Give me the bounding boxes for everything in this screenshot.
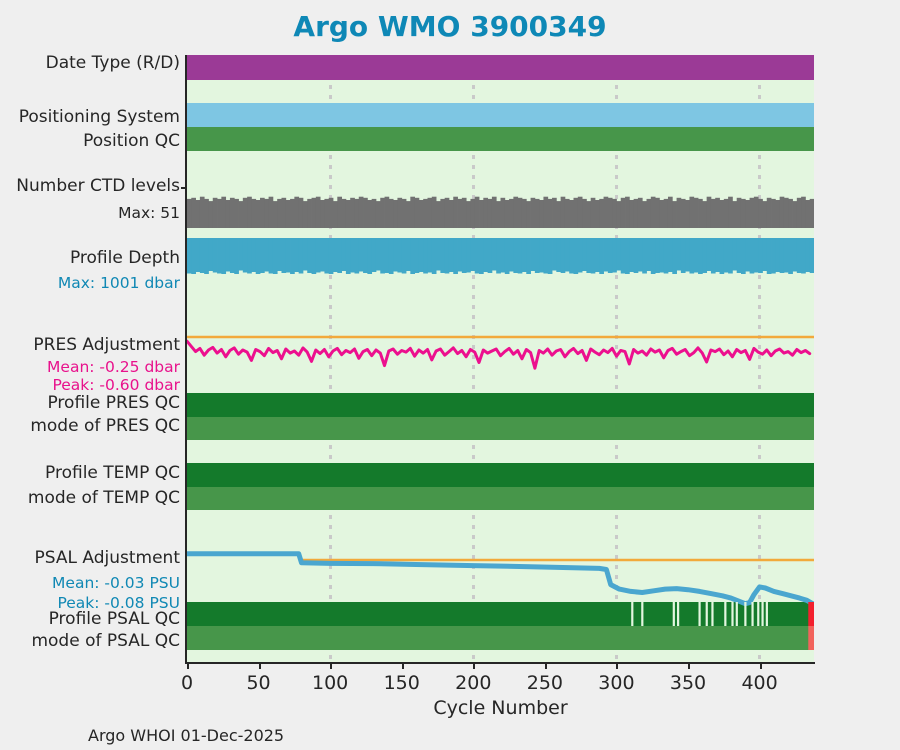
y-axis-spine [185, 55, 187, 664]
x-tick [401, 664, 404, 669]
bar-positioning-system [187, 103, 814, 127]
row-label-profile-depth: Profile Depth [69, 248, 180, 268]
x-tick-label: 50 [246, 672, 271, 694]
x-tick [258, 664, 261, 669]
row-sublabel-ctd-max: Max: 51 [118, 204, 180, 222]
x-tick-label: 100 [312, 672, 349, 694]
x-tick [544, 664, 547, 669]
x-tick-label: 150 [383, 672, 420, 694]
ctd-row-tick [181, 187, 186, 189]
chart-title: Argo WMO 3900349 [293, 10, 607, 43]
x-tick-label: 250 [526, 672, 563, 694]
row-label-position-qc: Position QC [83, 131, 180, 151]
bar-profile-pres-qc [187, 393, 814, 417]
x-tick-label: 200 [455, 672, 492, 694]
row-sublabel-psal-peak: Peak: -0.08 PSU [57, 594, 180, 612]
bar-position-qc [187, 127, 814, 151]
x-tick-label: 350 [669, 672, 707, 694]
bar-profile-psal-qc [187, 602, 814, 626]
row-label-profile-temp-qc: Profile TEMP QC [45, 463, 180, 483]
bar-date-type [187, 55, 814, 80]
x-tick [330, 664, 333, 669]
row-label-psal-adjustment: PSAL Adjustment [34, 548, 180, 568]
row-label-profile-pres-qc: Profile PRES QC [47, 393, 180, 413]
x-tick [187, 664, 189, 669]
x-tick [616, 664, 619, 669]
x-axis-line [185, 662, 815, 664]
bar-mode-psal-qc [187, 626, 814, 650]
row-sublabel-pres-mean: Mean: -0.25 dbar [47, 358, 180, 376]
x-tick [759, 664, 762, 669]
row-label-profile-psal-qc: Profile PSAL QC [48, 609, 180, 629]
x-axis-label: Cycle Number [433, 697, 568, 719]
row-label-pres-adjustment: PRES Adjustment [33, 335, 180, 355]
plot-area [187, 55, 814, 663]
bar-mode-temp-qc [187, 487, 814, 510]
row-label-mode-temp-qc: mode of TEMP QC [27, 488, 180, 508]
x-tick-label: 400 [741, 672, 778, 694]
x-tick [473, 664, 476, 669]
row-sublabel-pres-peak: Peak: -0.60 dbar [52, 376, 180, 394]
row-sublabel-depth-max: Max: 1001 dbar [57, 274, 180, 292]
footer-credit: Argo WHOI 01-Dec-2025 [88, 726, 285, 745]
bar-mode-pres-qc [187, 417, 814, 440]
row-label-mode-psal-qc: mode of PSAL QC [31, 631, 180, 651]
row-sublabel-psal-mean: Mean: -0.03 PSU [52, 574, 180, 592]
x-tick [688, 664, 691, 669]
row-label-positioning-system: Positioning System [18, 107, 180, 127]
row-label-mode-pres-qc: mode of PRES QC [30, 416, 180, 436]
x-tick-label: 300 [598, 672, 635, 694]
row-label-date-type: Date Type (R/D) [45, 53, 180, 73]
row-label-number-ctd-levels: Number CTD levels [16, 176, 180, 196]
x-tick-label: 0 [180, 672, 194, 694]
bar-profile-temp-qc [187, 463, 814, 487]
